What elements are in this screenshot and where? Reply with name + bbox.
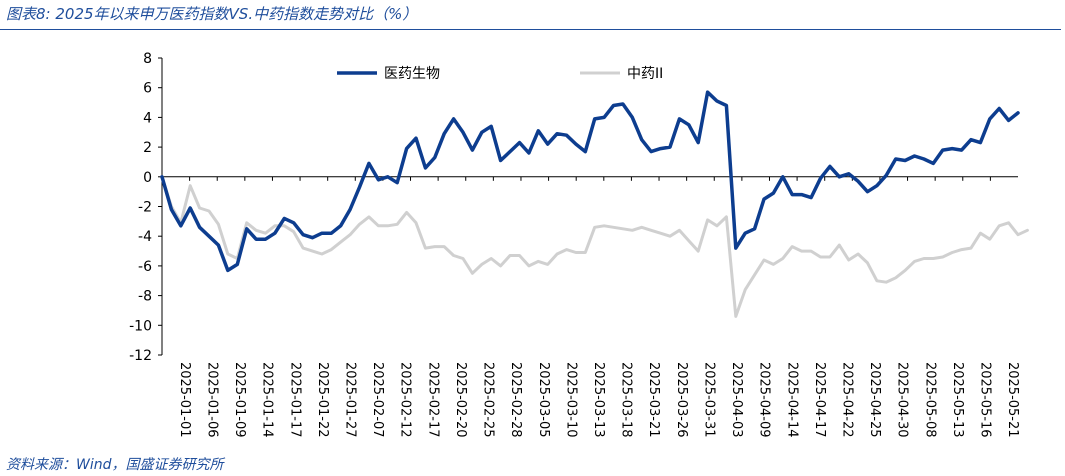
y-tick-label: 0 [143,170,152,186]
x-tick-label: 2025-03-13 [591,362,606,438]
y-tick-label: -2 [138,200,152,216]
y-tick-label: -12 [129,348,152,364]
x-tick-label: 2025-04-30 [895,362,910,438]
x-tick-label: 2025-04-09 [757,362,772,438]
y-tick-label: 2 [143,140,152,156]
x-tick-label: 2025-05-21 [1005,362,1020,438]
y-tick-label: 4 [143,110,152,126]
x-tick-label: 2025-04-03 [729,362,744,438]
chart-title: 图表8: 2025年以来申万医药指数VS.中药指数走势对比（%） [6,5,418,23]
x-tick-label: 2025-03-31 [701,362,716,438]
y-tick-label: -10 [129,318,152,334]
x-tick-label: 2025-01-01 [177,362,192,438]
x-tick-label: 2025-03-18 [619,362,634,438]
x-tick-label: 2025-03-10 [563,362,578,438]
x-tick-label: 2025-01-27 [342,362,357,438]
x-tick-label: 2025-02-07 [370,362,385,438]
series-line-zhongyao [160,175,1029,318]
y-tick-label: -6 [138,259,152,275]
y-tick-label: -8 [138,289,152,305]
series-line-yiyao [160,90,1020,273]
x-tick-label: 2025-01-22 [315,362,330,438]
x-tick-label: 2025-02-20 [453,362,468,438]
y-tick-label: 6 [143,81,152,97]
legend-label: 医药生物 [384,66,440,82]
plot-area: 8 6 4 2 0 -2 -4 -6 -8 -10 -12 2025-01-01 2025-01-06 2… [129,51,1029,438]
x-tick-label: 2025-02-12 [398,362,413,438]
x-tick-label: 2025-03-05 [536,362,551,438]
x-tick-label: 2025-05-08 [922,362,937,438]
x-tick-label: 2025-05-16 [978,362,993,438]
x-tick-label: 2025-04-14 [784,362,799,438]
x-tick-label: 2025-02-28 [508,362,523,438]
x-tick-label: 2025-04-17 [812,362,827,438]
y-tick-label: 8 [143,51,152,67]
x-tick-label: 2025-03-21 [646,362,661,438]
x-tick-label: 2025-01-06 [204,362,219,438]
x-tick-label: 2025-01-14 [260,362,275,438]
y-tick-label: -4 [138,229,152,245]
x-tick-label: 2025-05-13 [950,362,965,438]
x-tick-label: 2025-02-25 [481,362,496,438]
legend-label: 中药II [627,66,663,82]
x-tick-label: 2025-03-26 [674,362,689,438]
title-divider [0,29,1061,30]
x-tick-label: 2025-01-17 [287,362,302,438]
source-note: 资料来源：Wind，国盛证券研究所 [6,457,224,473]
x-tick-label: 2025-04-25 [867,362,882,438]
x-tick-label: 2025-04-22 [840,362,855,438]
x-tick-label: 2025-02-17 [425,362,440,438]
x-tick-label: 2025-01-09 [232,362,247,438]
